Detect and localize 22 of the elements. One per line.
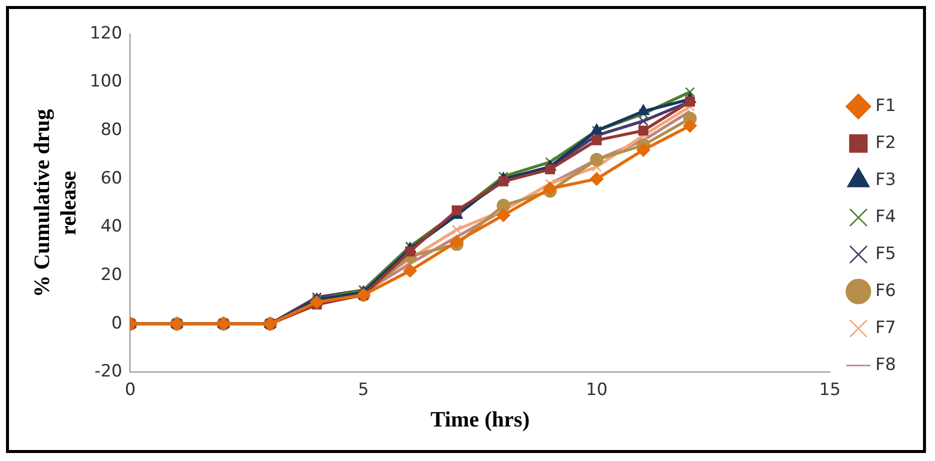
x-tick-label: 15 [819, 380, 841, 400]
legend-label: F3 [875, 170, 896, 190]
y-tick-label: 20 [100, 264, 122, 285]
x-axis-title: Time (hrs) [430, 406, 530, 432]
x-tick-label: 10 [586, 380, 608, 400]
legend-label: F6 [875, 280, 896, 301]
legend-label: F2 [875, 132, 896, 153]
x-tick-label: 0 [124, 380, 136, 400]
y-tick-label: 120 [90, 23, 122, 44]
y-tick-label: 0 [111, 313, 122, 334]
y-tick-label: 60 [100, 168, 122, 188]
x-tick-label: 5 [358, 380, 369, 400]
legend-label: F1 [875, 96, 896, 116]
legend-label: F4 [875, 206, 896, 227]
y-axis-title: % Cumulative drug release [28, 108, 80, 298]
legend-label: F7 [875, 318, 896, 338]
y-tick-label: -20 [94, 362, 122, 382]
y-tick-label: 100 [90, 72, 122, 92]
legend-label: F5 [875, 244, 896, 264]
y-tick-label: 40 [100, 216, 122, 237]
legend-label: F8 [875, 354, 896, 375]
y-tick-label: 80 [100, 120, 122, 140]
